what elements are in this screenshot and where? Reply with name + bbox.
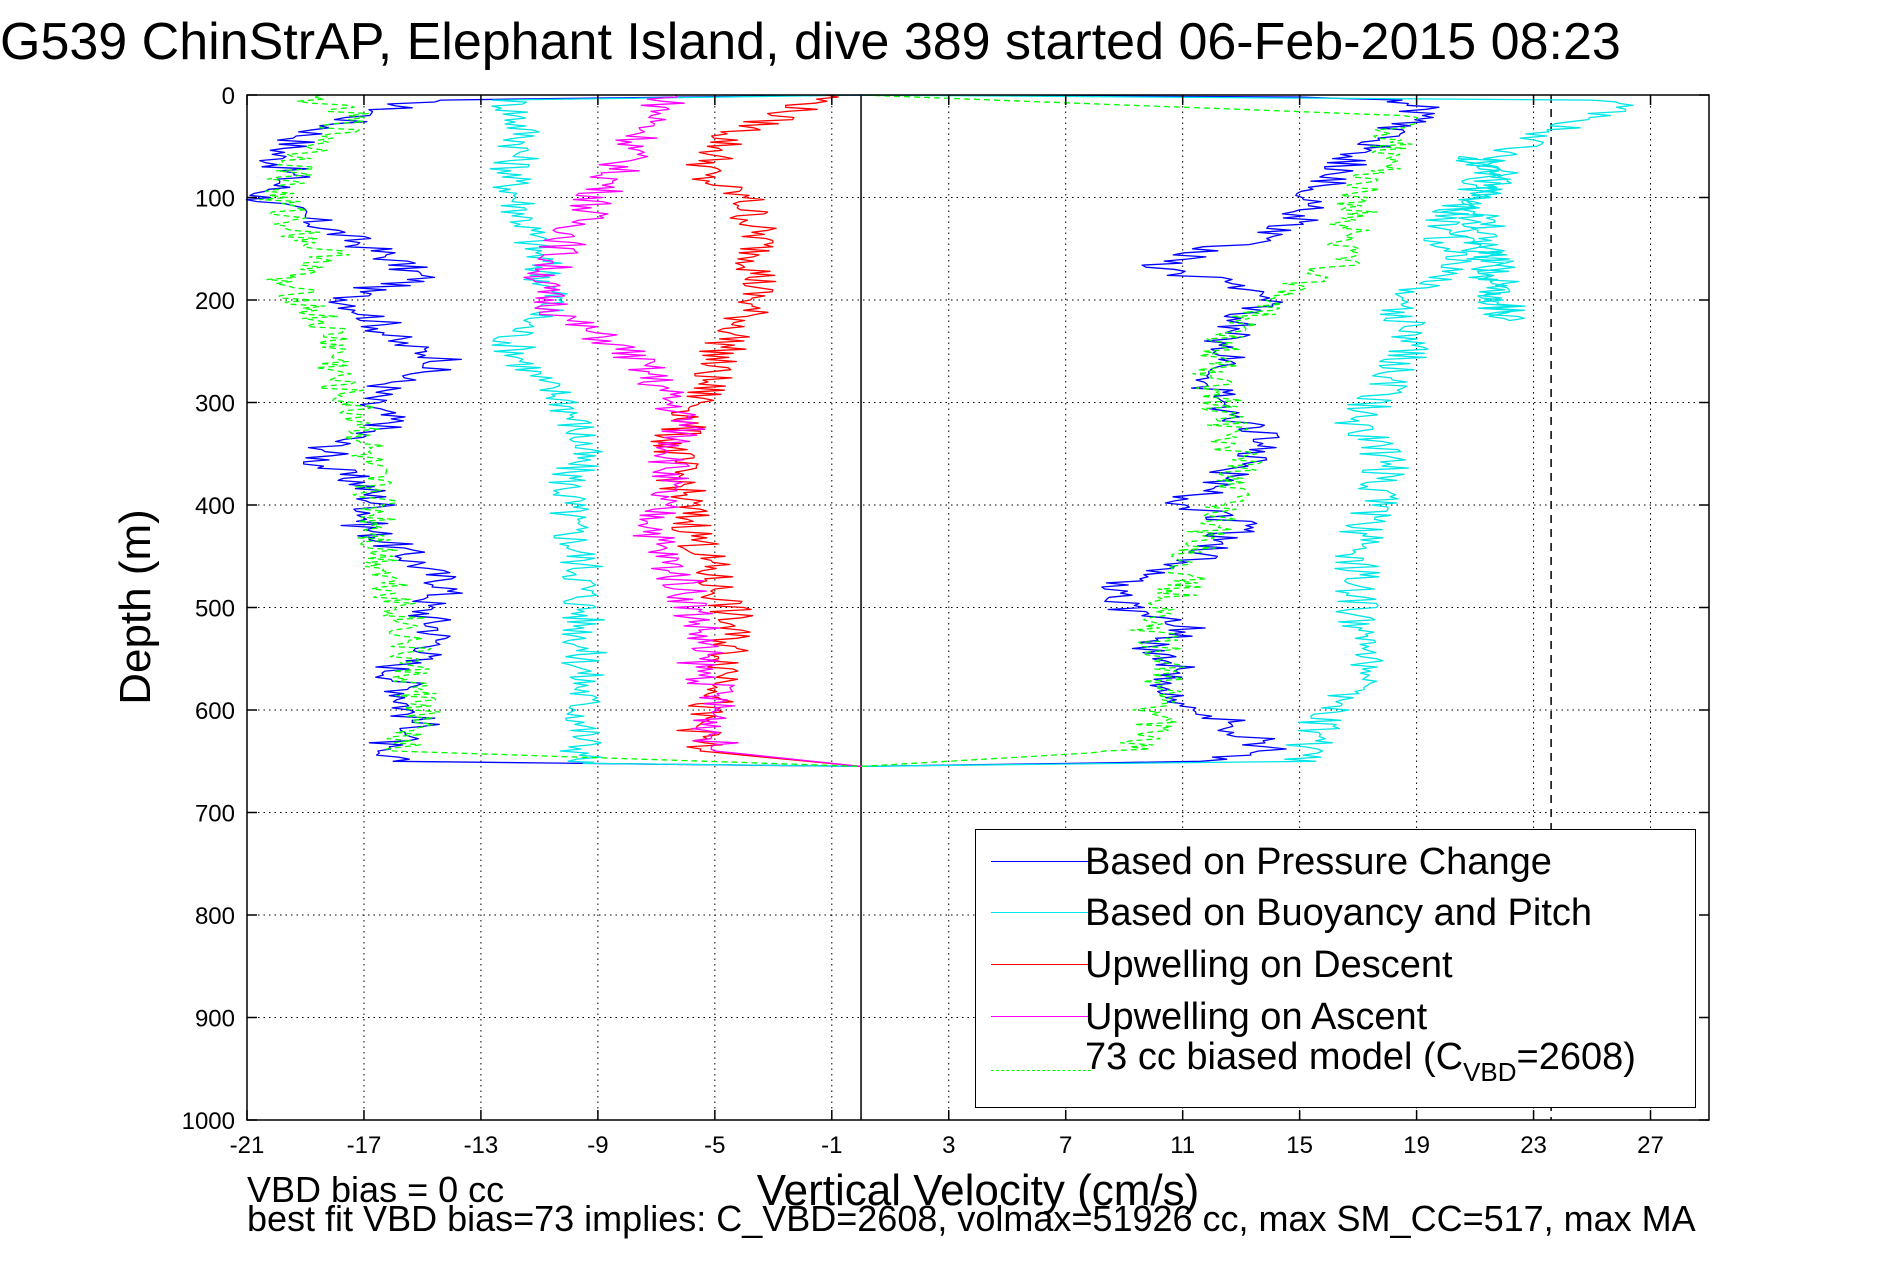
legend-item-buoyancy: Based on Buoyancy and Pitch (976, 888, 1695, 938)
y-tick-label: 100 (195, 186, 235, 213)
y-tick-label: 800 (195, 903, 235, 930)
x-tick-label: 7 (1059, 1132, 1072, 1159)
x-tick-label: -5 (704, 1132, 725, 1159)
legend-label-pressure: Based on Pressure Change (1085, 841, 1552, 883)
legend-item-biased-model: 73 cc biased model (CVBD=2608) (976, 1032, 1695, 1087)
x-tick-label: 23 (1520, 1132, 1547, 1159)
x-tick-label: 11 (1170, 1132, 1195, 1159)
y-tick-label: 600 (195, 698, 235, 725)
footer-vbd-bias: VBD bias = 0 cc (247, 1169, 505, 1210)
legend-swatch-ascent (991, 1016, 1091, 1017)
x-tick-label: 19 (1403, 1132, 1430, 1159)
legend-swatch-biased-model (991, 1070, 1091, 1071)
y-tick-label: 900 (195, 1006, 235, 1033)
legend: Based on Pressure Change Based on Buoyan… (975, 829, 1696, 1108)
legend-label-ascent: Upwelling on Ascent (1085, 996, 1428, 1038)
x-axis-label: Vertical Velocity (cm/s) (757, 1166, 1200, 1215)
legend-item-ascent: Upwelling on Ascent (976, 992, 1695, 1042)
legend-label-descent: Upwelling on Descent (1085, 944, 1453, 986)
series-line-1 (489, 94, 1634, 768)
y-tick-label: 200 (195, 288, 235, 315)
y-tick-label: 0 (222, 83, 235, 110)
series-line-3 (523, 94, 862, 768)
chart-title: G539 ChinStrAP, Elephant Island, dive 38… (0, 13, 1621, 71)
y-tick-label: 500 (195, 596, 235, 623)
x-tick-labels: -21 -17 -13 -9 -5 -1 3 7 11 15 19 23 27 (230, 1132, 1664, 1159)
legend-label-biased-model: 73 cc biased model (CVBD=2608) (1085, 1036, 1636, 1087)
x-tick-label: 27 (1637, 1132, 1664, 1159)
x-tick-label: 15 (1286, 1132, 1313, 1159)
x-tick-label: 3 (942, 1132, 955, 1159)
y-tick-label: 400 (195, 493, 235, 520)
x-tick-label: -13 (464, 1132, 499, 1159)
x-tick-label: -21 (230, 1132, 265, 1159)
legend-item-pressure: Based on Pressure Change (976, 837, 1695, 887)
y-axis-label: Depth (m) (111, 509, 160, 705)
series-line-2 (650, 94, 862, 768)
y-tick-label: 700 (195, 801, 235, 828)
x-tick-label: -9 (587, 1132, 608, 1159)
series-lines (245, 94, 1634, 768)
y-tick-label: 300 (195, 391, 235, 418)
series-line-4 (258, 94, 1418, 768)
x-tick-label: -17 (347, 1132, 382, 1159)
series-line-0 (245, 94, 1440, 768)
legend-label-buoyancy: Based on Buoyancy and Pitch (1085, 892, 1593, 934)
legend-item-descent: Upwelling on Descent (976, 940, 1695, 990)
x-tick-label: -1 (821, 1132, 842, 1159)
y-tick-labels: 0 100 200 300 400 500 600 700 800 900 1000 (182, 83, 235, 1135)
legend-swatch-descent (991, 964, 1091, 965)
legend-swatch-pressure (991, 861, 1091, 862)
y-tick-label: 1000 (182, 1108, 235, 1135)
legend-subscript: VBD (1463, 1057, 1517, 1087)
footer-best-fit: best fit VBD bias=73 implies: C_VBD=2608… (247, 1198, 1696, 1239)
tick-marks (246, 94, 1709, 1121)
legend-swatch-buoyancy (991, 912, 1091, 913)
